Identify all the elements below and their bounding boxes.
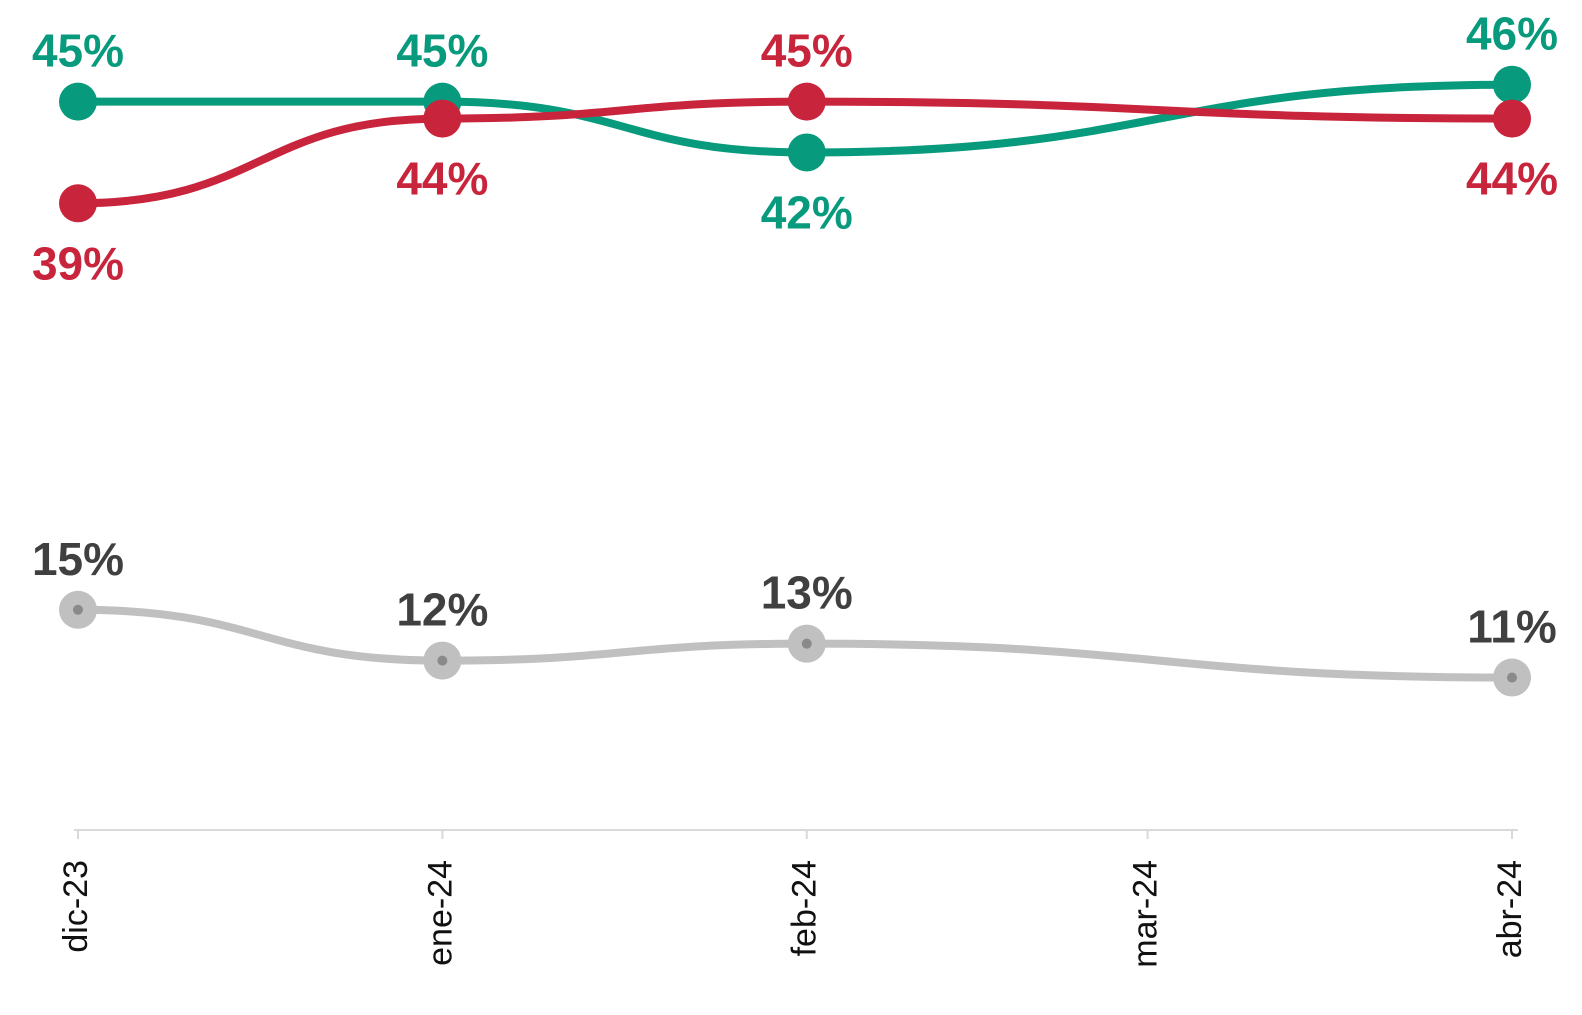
x-tick-label: dic-23 [57, 860, 95, 953]
point-center [801, 638, 812, 649]
data-label: 44% [396, 153, 488, 205]
series-line [74, 605, 1516, 682]
point-center [73, 604, 83, 615]
data-label: 39% [32, 237, 124, 289]
data-label: 42% [761, 186, 853, 238]
data-label: 46% [1466, 8, 1558, 60]
point [59, 82, 97, 121]
x-tick-label: abr-24 [1491, 860, 1529, 958]
data-label: 15% [32, 533, 124, 585]
data-label: 45% [32, 25, 124, 77]
data-label: 44% [1466, 153, 1558, 205]
point-center [437, 655, 448, 666]
x-tick-label: feb-24 [786, 860, 824, 956]
data-label: 12% [396, 584, 488, 636]
data-label: 45% [761, 25, 853, 77]
data-label: 45% [396, 25, 488, 77]
point [423, 99, 462, 138]
x-tick-label: ene-24 [421, 860, 459, 966]
point [1493, 65, 1531, 104]
data-label: 13% [761, 567, 853, 619]
point [59, 184, 97, 223]
point [1493, 99, 1531, 138]
point [787, 82, 826, 121]
series-line [74, 97, 1516, 208]
point-center [1507, 672, 1517, 683]
data-label: 11% [1467, 601, 1557, 653]
point [787, 133, 826, 172]
x-tick-label: mar-24 [1127, 860, 1165, 968]
